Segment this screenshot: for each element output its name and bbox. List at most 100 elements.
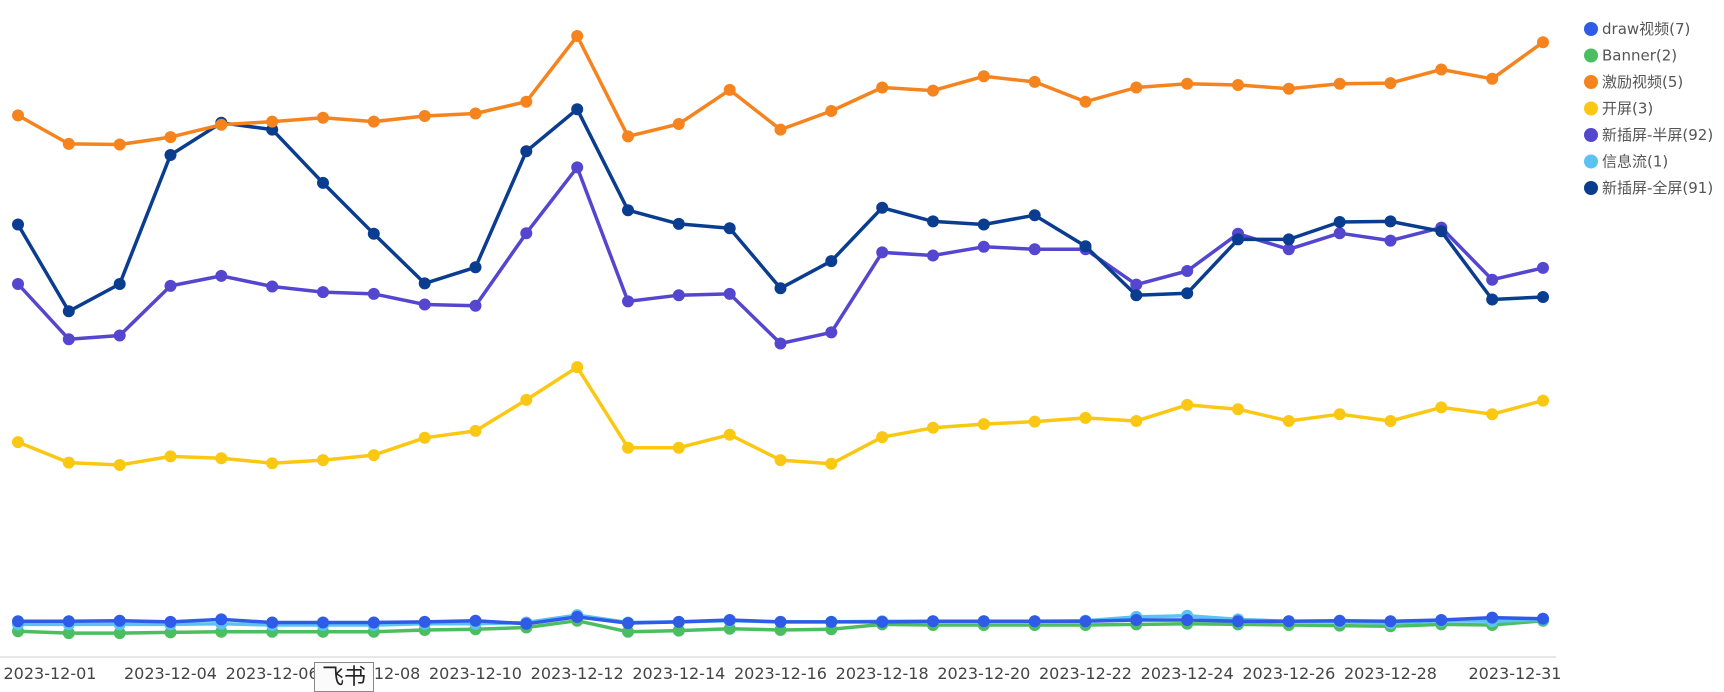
data-point[interactable] bbox=[12, 278, 24, 290]
data-point[interactable] bbox=[1130, 81, 1143, 94]
data-point[interactable] bbox=[774, 282, 787, 295]
data-point[interactable] bbox=[672, 217, 685, 230]
data-point[interactable] bbox=[672, 624, 685, 637]
data-point[interactable] bbox=[317, 176, 329, 189]
data-point[interactable] bbox=[520, 617, 533, 630]
data-point[interactable] bbox=[927, 84, 939, 97]
data-point[interactable] bbox=[571, 610, 584, 623]
data-point[interactable] bbox=[876, 201, 889, 214]
data-point[interactable] bbox=[876, 81, 889, 94]
data-point[interactable] bbox=[1537, 291, 1549, 303]
data-point[interactable] bbox=[113, 627, 126, 640]
data-point[interactable] bbox=[1181, 287, 1194, 300]
data-point[interactable] bbox=[1079, 95, 1092, 108]
data-point[interactable] bbox=[266, 616, 279, 629]
data-point[interactable] bbox=[520, 95, 533, 108]
data-point[interactable] bbox=[469, 424, 482, 437]
data-point[interactable] bbox=[520, 393, 533, 406]
legend-item[interactable]: draw视频(7) bbox=[1584, 20, 1690, 38]
data-point[interactable] bbox=[876, 431, 889, 444]
data-point[interactable] bbox=[266, 457, 279, 470]
data-point[interactable] bbox=[825, 326, 838, 339]
data-point[interactable] bbox=[723, 222, 736, 235]
data-point[interactable] bbox=[622, 441, 634, 454]
data-point[interactable] bbox=[977, 240, 990, 253]
data-point[interactable] bbox=[774, 454, 787, 467]
data-point[interactable] bbox=[1384, 234, 1397, 247]
data-point[interactable] bbox=[1486, 72, 1499, 85]
data-point[interactable] bbox=[1130, 415, 1143, 427]
data-point[interactable] bbox=[1282, 233, 1295, 246]
data-point[interactable] bbox=[469, 614, 482, 627]
data-point[interactable] bbox=[1130, 614, 1143, 626]
data-point[interactable] bbox=[723, 428, 736, 441]
data-point[interactable] bbox=[62, 456, 75, 469]
feishu-popup-tab[interactable]: 飞书 bbox=[314, 662, 374, 692]
data-point[interactable] bbox=[1282, 243, 1295, 256]
data-point[interactable] bbox=[1181, 265, 1194, 277]
data-point[interactable] bbox=[62, 137, 75, 150]
data-point[interactable] bbox=[1537, 36, 1549, 49]
data-point[interactable] bbox=[367, 616, 380, 629]
data-point[interactable] bbox=[520, 227, 533, 240]
data-point[interactable] bbox=[1079, 411, 1092, 424]
data-point[interactable] bbox=[113, 459, 126, 471]
data-point[interactable] bbox=[774, 337, 787, 350]
data-point[interactable] bbox=[927, 421, 939, 434]
data-point[interactable] bbox=[12, 218, 24, 231]
data-point[interactable] bbox=[367, 115, 380, 128]
data-point[interactable] bbox=[571, 30, 584, 42]
data-point[interactable] bbox=[977, 418, 990, 431]
legend[interactable]: draw视频(7) Banner(2) 激励视频(5) 开屏(3) 新插屏-半屏(92)… bbox=[1584, 20, 1713, 197]
legend-item[interactable]: 信息流(1) bbox=[1584, 153, 1668, 171]
legend-item[interactable]: Banner(2) bbox=[1584, 47, 1677, 65]
data-point[interactable] bbox=[571, 161, 584, 174]
data-point[interactable] bbox=[927, 215, 939, 228]
data-point[interactable] bbox=[1232, 233, 1244, 246]
data-point[interactable] bbox=[1282, 82, 1295, 95]
data-point[interactable] bbox=[723, 614, 736, 626]
data-point[interactable] bbox=[723, 287, 736, 300]
data-point[interactable] bbox=[317, 616, 329, 629]
data-point[interactable] bbox=[1435, 63, 1448, 76]
data-point[interactable] bbox=[1435, 401, 1448, 414]
data-point[interactable] bbox=[1028, 243, 1041, 256]
data-point[interactable] bbox=[266, 115, 279, 128]
data-point[interactable] bbox=[12, 436, 24, 449]
data-point[interactable] bbox=[1282, 415, 1295, 427]
data-point[interactable] bbox=[418, 110, 431, 122]
data-point[interactable] bbox=[164, 131, 177, 144]
data-point[interactable] bbox=[1333, 227, 1346, 240]
data-point[interactable] bbox=[1181, 614, 1194, 626]
data-point[interactable] bbox=[62, 627, 75, 640]
data-point[interactable] bbox=[1232, 403, 1244, 416]
data-point[interactable] bbox=[164, 615, 177, 628]
data-point[interactable] bbox=[1028, 415, 1041, 428]
data-point[interactable] bbox=[1028, 615, 1041, 628]
data-point[interactable] bbox=[1486, 408, 1499, 421]
data-point[interactable] bbox=[1435, 614, 1448, 626]
data-point[interactable] bbox=[1333, 77, 1346, 90]
data-point[interactable] bbox=[876, 615, 889, 628]
data-point[interactable] bbox=[825, 255, 838, 268]
legend-item[interactable]: 新插屏-半屏(92) bbox=[1584, 126, 1713, 144]
data-point[interactable] bbox=[62, 333, 75, 346]
data-point[interactable] bbox=[1537, 261, 1549, 274]
data-point[interactable] bbox=[469, 107, 482, 120]
legend-item[interactable]: 激励视频(5) bbox=[1584, 73, 1683, 91]
data-point[interactable] bbox=[1537, 394, 1549, 407]
data-point[interactable] bbox=[418, 615, 431, 628]
data-point[interactable] bbox=[1028, 75, 1041, 88]
data-point[interactable] bbox=[1486, 611, 1499, 624]
data-point[interactable] bbox=[1486, 273, 1499, 286]
legend-item[interactable]: 开屏(3) bbox=[1584, 100, 1653, 118]
data-point[interactable] bbox=[571, 361, 584, 374]
data-point[interactable] bbox=[1232, 79, 1244, 91]
data-point[interactable] bbox=[1486, 293, 1499, 306]
data-point[interactable] bbox=[672, 118, 685, 130]
data-point[interactable] bbox=[825, 105, 838, 117]
data-point[interactable] bbox=[317, 111, 329, 124]
data-point[interactable] bbox=[622, 130, 634, 143]
data-point[interactable] bbox=[672, 289, 685, 302]
data-point[interactable] bbox=[1130, 289, 1143, 302]
